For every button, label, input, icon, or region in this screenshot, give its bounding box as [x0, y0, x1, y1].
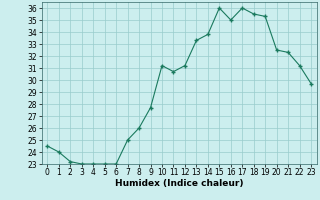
X-axis label: Humidex (Indice chaleur): Humidex (Indice chaleur) [115, 179, 244, 188]
